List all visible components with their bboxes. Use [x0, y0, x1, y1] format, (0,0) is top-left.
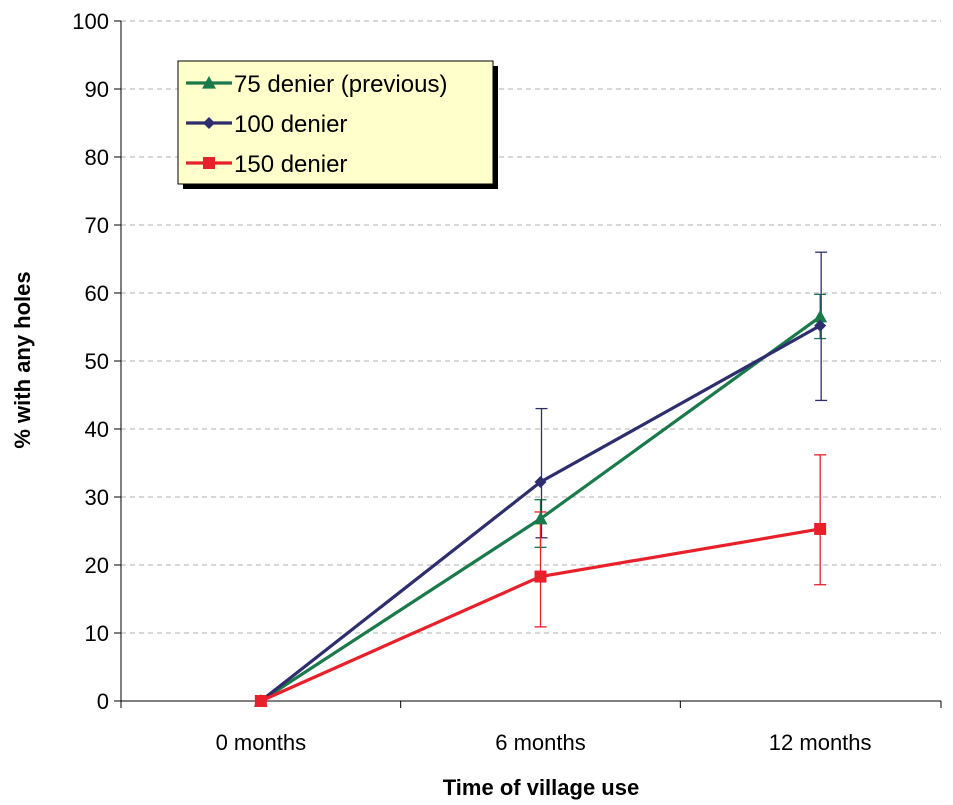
y-tick-label: 50	[85, 349, 109, 374]
y-tick-label: 30	[85, 485, 109, 510]
data-point	[254, 695, 267, 707]
y-tick-label: 100	[72, 9, 109, 34]
y-tick-label: 90	[85, 77, 109, 102]
data-point	[813, 309, 828, 323]
data-point	[533, 511, 548, 525]
data-point	[814, 319, 827, 332]
legend: 75 denier (previous) 100 denier 150 denier	[177, 60, 498, 189]
legend-label: 75 denier (previous)	[234, 71, 447, 98]
error-bars	[534, 251, 828, 628]
y-tick-label: 60	[85, 281, 109, 306]
legend-marker	[203, 157, 215, 169]
y-tick-labels: 0 10 20 30 40 50 60 70 80 90 100	[72, 9, 109, 714]
x-tick-labels: 0 months 6 months 12 months	[216, 730, 872, 755]
y-tick-label: 20	[85, 553, 109, 578]
y-axis-title: % with any holes	[10, 271, 35, 448]
data-point	[814, 522, 827, 535]
y-tick-label: 40	[85, 417, 109, 442]
series-markers	[253, 309, 828, 707]
y-tick-label: 10	[85, 621, 109, 646]
data-point	[534, 476, 547, 489]
data-point	[534, 570, 547, 583]
x-tick-label: 6 months	[495, 730, 586, 755]
x-tick-label: 0 months	[216, 730, 307, 755]
y-tick-label: 0	[97, 689, 109, 714]
y-tick-label: 70	[85, 213, 109, 238]
legend-marker	[202, 76, 216, 89]
legend-marker	[203, 117, 215, 129]
x-axis-title: Time of village use	[443, 775, 639, 800]
legend-label: 150 denier	[234, 151, 347, 178]
y-tick-label: 80	[85, 145, 109, 170]
x-tick-label: 12 months	[769, 730, 872, 755]
legend-label: 100 denier	[234, 111, 347, 138]
